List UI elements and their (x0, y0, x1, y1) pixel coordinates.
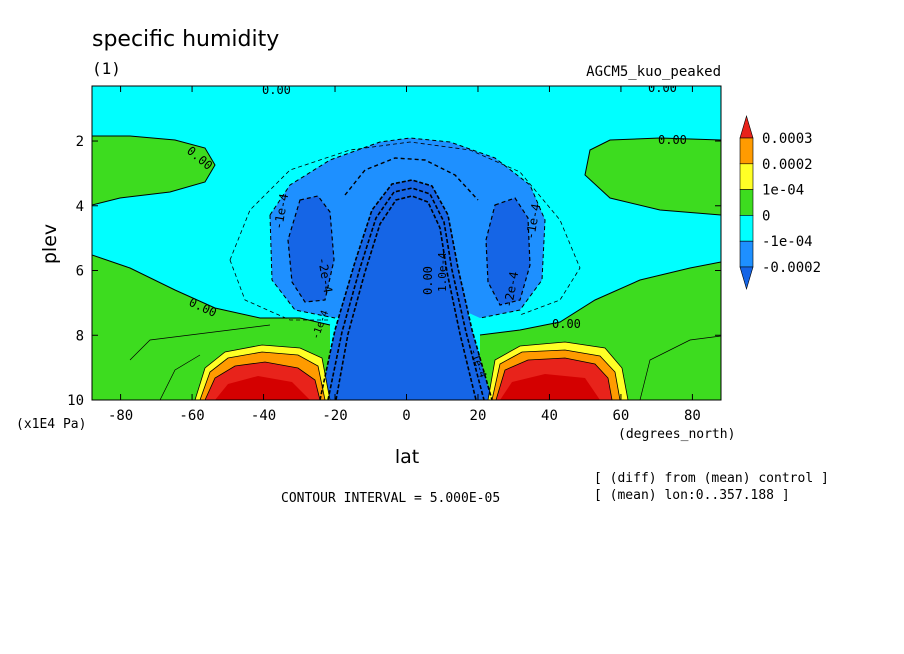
model-label: AGCM5_kuo_peaked (586, 64, 721, 80)
contour-label: -1e-4 (271, 193, 291, 231)
contour-label: -2e-4 (501, 271, 521, 309)
y-tick-label: 2 (76, 134, 84, 150)
x-tick-label: 60 (613, 408, 630, 424)
y-tick-label: 10 (67, 393, 84, 409)
chart-subtitle: (1) (92, 59, 121, 78)
colorbar-label: 0.0003 (762, 131, 813, 147)
y-tick-label: 8 (76, 328, 84, 344)
zone-fill-darkblue-column (320, 180, 492, 400)
contour-interval-text: CONTOUR INTERVAL = 5.000E-05 (281, 491, 500, 506)
contour-lines (92, 135, 721, 400)
x-tick-label: -60 (179, 408, 204, 424)
x-tick-label: -20 (322, 408, 347, 424)
colorbar-swatch (739, 163, 754, 190)
contour-label: 0.00 (648, 81, 677, 95)
y-units-label: (x1E4 Pa) (16, 417, 86, 432)
colorbar-label: 0 (762, 208, 770, 224)
y-tick-label: 4 (76, 199, 84, 215)
x-units-label: (degrees_north) (618, 427, 735, 442)
zone-fill-darkblue-right-core (486, 198, 530, 305)
x-tick-label: 20 (470, 408, 487, 424)
plot-area: 0.00 0.00 0.00 0.00 0.00 0.00 0.00 -1e-4… (92, 81, 721, 400)
info-line: [ (mean) lon:0..357.188 ] (594, 488, 790, 503)
colorbar-label: 0.0002 (762, 157, 813, 173)
zone-fill-darkred-right (500, 374, 600, 400)
contour-label: 0.00 (421, 266, 435, 295)
contour-label: -2e-4 (315, 256, 335, 294)
colorbar: 0.0003 0.0002 1e-04 0 -1e-04 -0.0002 (739, 114, 821, 291)
zone-fill-green-right (585, 138, 721, 215)
y-axis-title: plev (39, 224, 61, 264)
zone-fill-darkred-left (215, 376, 310, 400)
contour-label: 0.00 (262, 83, 291, 97)
colorbar-swatch (739, 215, 754, 242)
colorbar-swatch (739, 240, 754, 268)
info-line: [ (diff) from (mean) control ] (594, 471, 829, 486)
contour-label: 0.00 (658, 133, 687, 147)
contour-label: -1e-4 (523, 203, 543, 241)
colorbar-swatch (739, 137, 754, 165)
x-tick-label: 80 (684, 408, 701, 424)
colorbar-label: -1e-04 (762, 234, 813, 250)
chart-title: specific humidity (92, 27, 279, 52)
y-tick-label: 6 (76, 264, 84, 280)
x-tick-label: -40 (251, 408, 276, 424)
x-axis: -80 -60 -40 -20 0 20 40 60 80 (108, 86, 701, 424)
x-tick-label: 0 (402, 408, 410, 424)
contour-label: 0.00 (552, 317, 581, 331)
x-tick-label: 40 (541, 408, 558, 424)
y-axis: 2 4 6 8 10 (67, 134, 721, 409)
zone-fill-darkblue-left-core (288, 196, 334, 302)
x-axis-title: lat (395, 446, 419, 468)
contour-label: 1.0e-4 (436, 252, 449, 292)
colorbar-swatch (739, 189, 754, 216)
colorbar-top-arrow (739, 114, 754, 139)
colorbar-label: 1e-04 (762, 183, 804, 199)
colorbar-bottom-arrow (739, 266, 754, 291)
colorbar-label: -0.0002 (762, 260, 821, 276)
x-tick-label: -80 (108, 408, 133, 424)
